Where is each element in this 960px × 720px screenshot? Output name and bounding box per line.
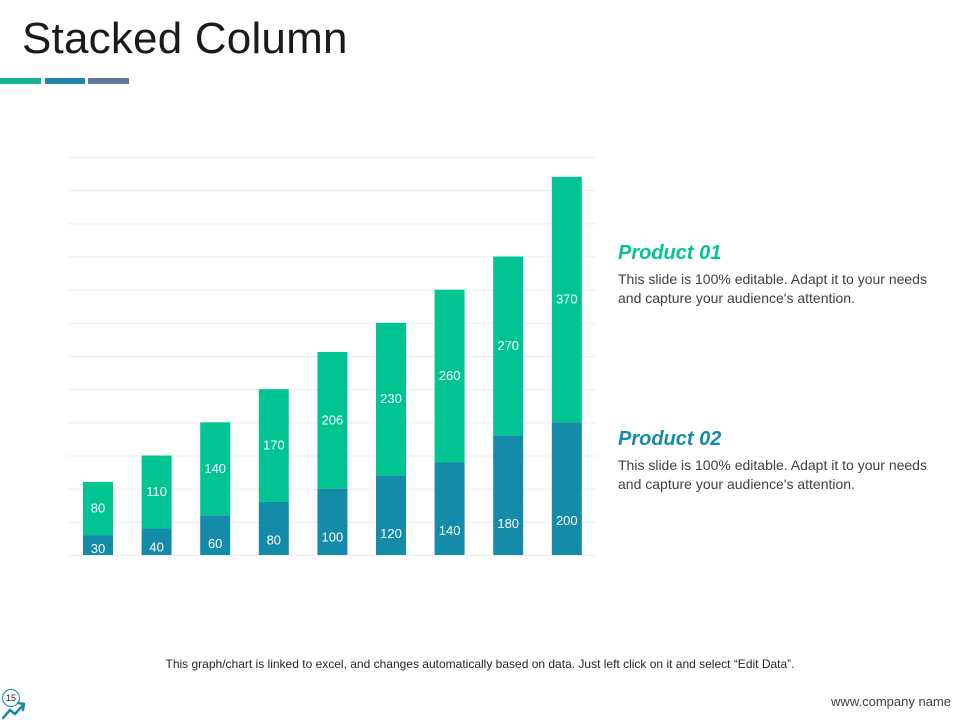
- bar-segment-product-01: [376, 322, 406, 476]
- data-label: 120: [380, 526, 402, 541]
- bar-segment-product-01: [141, 455, 172, 529]
- data-label: 60: [208, 536, 222, 551]
- bar-segment-product-01: [317, 352, 348, 489]
- data-label: 40: [149, 539, 163, 554]
- bar-segment-product-02: [493, 435, 524, 555]
- title-accent-bar-teal: [0, 78, 41, 84]
- website-text[interactable]: www.company name: [831, 694, 951, 709]
- product-02-description: This slide is 100% editable. Adapt it to…: [618, 457, 927, 492]
- bar-segment-product-01: [434, 289, 465, 463]
- bar-segment-product-02: [376, 475, 406, 555]
- data-label: 206: [322, 412, 344, 427]
- data-label: 100: [322, 529, 344, 544]
- bar-segment-product-02: [551, 422, 582, 555]
- data-label: 140: [204, 461, 226, 476]
- data-label: 230: [380, 391, 402, 406]
- bar-segment-product-01: [200, 422, 231, 516]
- data-label: 200: [556, 513, 578, 528]
- data-label: 30: [91, 541, 105, 556]
- product-01-description: This slide is 100% editable. Adapt it to…: [618, 271, 927, 306]
- trend-up-icon: [2, 701, 26, 720]
- data-label: 80: [267, 533, 281, 548]
- bar-segment-product-02: [200, 515, 231, 555]
- bar-segment-product-02: [141, 528, 172, 555]
- bar-segment-product-01: [493, 256, 524, 436]
- bar-segment-product-02: [258, 501, 289, 555]
- title-accent-bar-slate: [88, 78, 129, 84]
- title-accent-bar-blue: [45, 78, 85, 84]
- footnote: This graph/chart is linked to excel, and…: [165, 657, 795, 671]
- bar-segment-product-02: [317, 488, 348, 555]
- page-number: 15: [2, 689, 20, 707]
- data-label: 180: [497, 516, 519, 531]
- slide-title: Stacked Column: [22, 14, 348, 63]
- bar-segment-product-01: [83, 482, 113, 536]
- product-01-title: Product 01: [618, 242, 722, 264]
- data-label: 260: [439, 368, 461, 383]
- bar-segment-product-01: [551, 176, 582, 423]
- data-label: 110: [146, 484, 167, 499]
- product-02-title: Product 02: [618, 428, 722, 450]
- data-label: 270: [497, 338, 519, 353]
- bar-segment-product-01: [258, 389, 289, 502]
- bar-segment-product-02: [83, 535, 113, 555]
- bar-segment-product-02: [434, 462, 465, 555]
- product-01-legend: Product 01 This slide is 100% editable. …: [618, 242, 928, 307]
- data-label: 140: [439, 523, 461, 538]
- data-label: 80: [91, 501, 105, 516]
- product-02-legend: Product 02 This slide is 100% editable. …: [618, 428, 928, 493]
- data-label: 170: [263, 438, 285, 453]
- data-label: 370: [556, 292, 578, 307]
